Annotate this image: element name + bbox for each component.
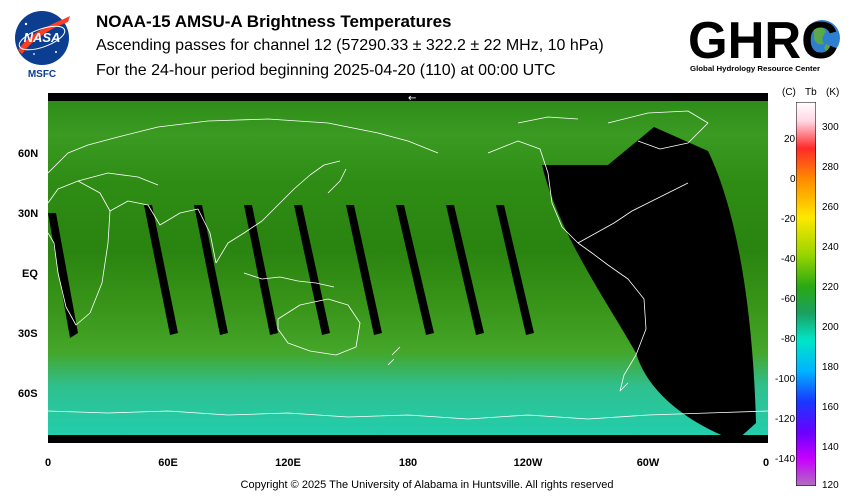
lon-label-0-left: 0 xyxy=(44,457,52,469)
lon-label-60e: 60E xyxy=(158,457,178,469)
lon-label-120e: 120E xyxy=(275,457,301,469)
lat-label-eq: EQ xyxy=(22,268,38,280)
colorbar-k-tick: 200 xyxy=(822,322,839,333)
colorbar-c-tick: -80 xyxy=(781,334,796,345)
nasa-logo: NASA MSFC xyxy=(15,11,70,80)
colorbar-c-tick: -120 xyxy=(775,414,796,425)
lat-label-30n: 30N xyxy=(18,208,39,220)
colorbar-k-tick: 220 xyxy=(822,282,839,293)
colorbar-tb-header: Tb xyxy=(805,87,817,98)
no-data-bottom-band xyxy=(48,435,768,443)
colorbar-k-tick: 300 xyxy=(822,122,839,133)
msfc-caption: MSFC xyxy=(28,69,56,80)
lat-label-60n: 60N xyxy=(18,148,39,160)
colorbar-c-tick: -60 xyxy=(781,294,796,305)
no-data-wedge xyxy=(542,127,756,441)
colorbar xyxy=(796,102,816,486)
lon-label-0-right: 0 xyxy=(762,457,770,469)
colorbar-c-tick: -20 xyxy=(781,214,796,225)
colorbar-c-tick: -100 xyxy=(775,374,796,385)
colorbar-k-tick: 160 xyxy=(822,402,839,413)
colorbar-kelvin-header: (K) xyxy=(826,87,840,98)
colorbar-k-tick: 240 xyxy=(822,242,839,253)
ghrc-logo: GHRC Global Hydrology Resource Center xyxy=(688,12,840,73)
lat-label-30s: 30S xyxy=(18,328,38,340)
copyright-notice: Copyright © 2025 The University of Alaba… xyxy=(240,479,614,491)
colorbar-c-tick: 20 xyxy=(784,134,796,145)
colorbar-c-tick: 0 xyxy=(790,174,796,185)
colorbar-k-tick: 180 xyxy=(822,362,839,373)
orbit-gaps xyxy=(48,205,534,338)
chart-title: NOAA-15 AMSU-A Brightness Temperatures xyxy=(96,12,452,31)
orbit-direction-arrow: ← xyxy=(408,93,416,104)
lon-label-60w: 60W xyxy=(636,457,660,469)
brightness-temperature-map: ← xyxy=(48,93,768,443)
ghrc-caption: Global Hydrology Resource Center xyxy=(690,66,820,73)
no-data-top-band xyxy=(48,93,768,101)
colorbar-c-tick: -140 xyxy=(775,454,796,465)
colorbar-c-tick: -40 xyxy=(781,254,796,265)
period-text: For the 24-hour period beginning 2025-04… xyxy=(96,62,556,79)
coastlines xyxy=(48,110,768,420)
lat-label-60s: 60S xyxy=(18,388,38,400)
lon-label-180: 180 xyxy=(398,457,418,469)
chart-subtitle: Ascending passes for channel 12 (57290.3… xyxy=(96,37,604,54)
colorbar-k-tick: 260 xyxy=(822,202,839,213)
colorbar-k-tick: 280 xyxy=(822,162,839,173)
ghrc-wordmark: GHRC xyxy=(688,12,838,70)
colorbar-k-tick: 140 xyxy=(822,442,839,453)
colorbar-celsius-header: (C) xyxy=(782,87,796,98)
nasa-wordmark: NASA xyxy=(24,30,61,45)
lon-label-120w: 120W xyxy=(513,457,543,469)
colorbar-k-tick: 120 xyxy=(822,480,839,491)
